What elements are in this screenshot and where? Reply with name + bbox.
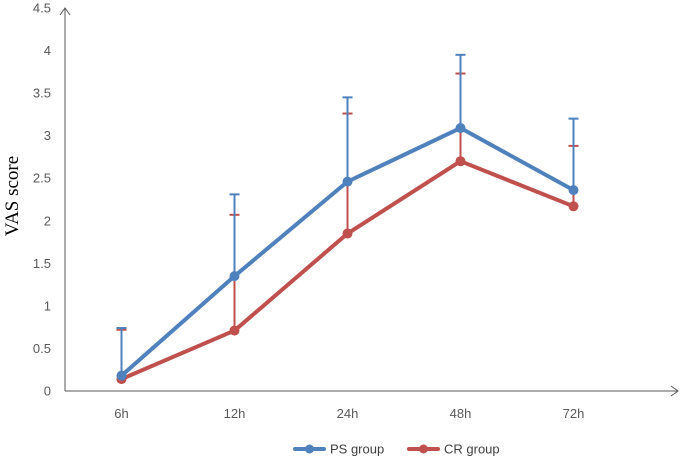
- series-ps-group: [116, 123, 579, 381]
- x-axis-arrow: [670, 385, 679, 397]
- legend-item: CR group: [407, 442, 500, 457]
- legend-swatch-marker: [419, 444, 428, 454]
- data-point: [116, 370, 127, 381]
- y-tick-label: 0: [44, 384, 51, 399]
- x-tick-label: 48h: [450, 406, 472, 421]
- data-point: [568, 201, 579, 212]
- legend-item: PS group: [293, 442, 384, 457]
- error-bars: [116, 53, 579, 380]
- series-cr-group: [116, 156, 579, 385]
- y-axis-arrow: [59, 7, 71, 16]
- y-tick-label: 1: [44, 298, 51, 313]
- y-tick-label: 3.5: [33, 86, 51, 101]
- data-point: [229, 271, 240, 282]
- y-tick-label: 4.5: [33, 1, 51, 16]
- x-tick-label: 12h: [224, 406, 246, 421]
- x-tick-labels: 6h 12h 24h 48h 72h: [114, 406, 584, 421]
- legend: PS group CR group: [293, 442, 500, 457]
- x-tick-label: 6h: [114, 406, 128, 421]
- data-point: [342, 176, 353, 187]
- legend-swatch-marker: [305, 444, 314, 454]
- legend-label: CR group: [444, 442, 500, 457]
- series-layer: [116, 53, 579, 385]
- x-tick-label: 24h: [337, 406, 359, 421]
- y-tick-label: 1.5: [33, 256, 51, 271]
- y-tick-label: 2: [44, 213, 51, 228]
- data-point: [229, 325, 240, 336]
- y-tick-labels: 0 0.5 1 1.5 2 2.5 3 3.5 4 4.5: [33, 1, 51, 399]
- axes: [59, 7, 679, 397]
- data-point: [455, 123, 466, 134]
- y-tick-label: 2.5: [33, 171, 51, 186]
- data-point: [568, 185, 579, 196]
- data-point: [342, 228, 353, 239]
- y-tick-label: 0.5: [33, 341, 51, 356]
- y-axis-title: VAS score: [2, 156, 23, 236]
- y-tick-label: 4: [44, 43, 51, 58]
- x-tick-label: 72h: [563, 406, 585, 421]
- y-tick-label: 3: [44, 128, 51, 143]
- legend-label: PS group: [330, 442, 384, 457]
- data-point: [455, 156, 466, 167]
